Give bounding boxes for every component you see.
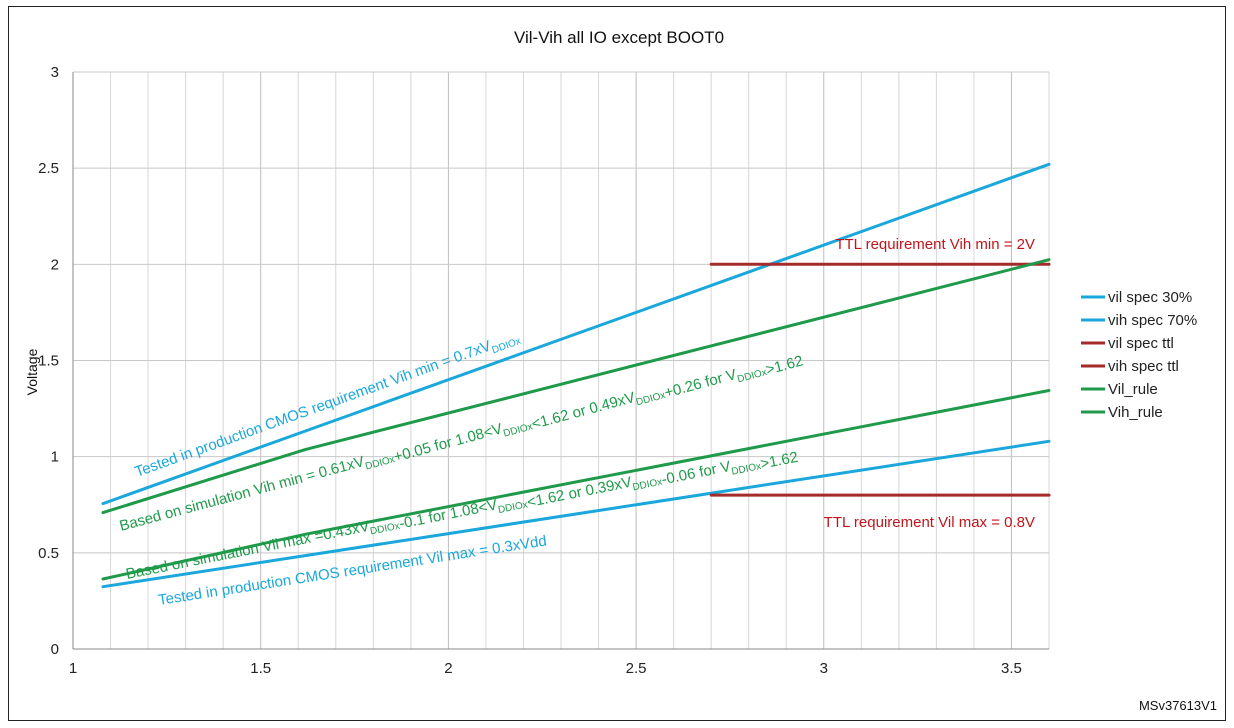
x-tick-label: 1.5 xyxy=(250,660,271,677)
legend-label: vil spec 30% xyxy=(1108,289,1192,306)
y-tick-label: 1 xyxy=(51,449,59,466)
legend-label: vih spec ttl xyxy=(1108,358,1179,375)
y-tick-label: 2 xyxy=(51,256,59,273)
x-tick-label: 3.5 xyxy=(1001,660,1022,677)
y-axis-label: Voltage xyxy=(24,348,40,395)
y-tick-label: 0.5 xyxy=(38,545,59,562)
series-line-vih-rule xyxy=(101,258,1051,515)
y-tick-label: 1.5 xyxy=(38,353,59,370)
annotation-ttl-vih: TTL requirement Vih min = 2V xyxy=(835,236,1035,253)
legend-label: Vih_rule xyxy=(1108,404,1163,421)
figure-id: MSv37613V1 xyxy=(1139,698,1217,713)
axes: 1 1.5 2 2.5 3 3.5 0 0.5 1 1.5 2 2.5 3 xyxy=(38,64,1049,677)
y-tick-label: 3 xyxy=(51,64,59,81)
legend-label: Vil_rule xyxy=(1108,381,1158,398)
annotation-ttl-vil: TTL requirement Vil max = 0.8V xyxy=(824,514,1035,531)
x-tick-label: 3 xyxy=(820,660,828,677)
chart-svg: Vil-Vih all IO except BOOT0 1 1.5 2 2.5 3 3.5… xyxy=(24,28,1217,713)
series-lines xyxy=(101,162,1051,589)
series-line-vil-spec-30- xyxy=(101,439,1051,589)
x-tick-label: 2.5 xyxy=(626,660,647,677)
grid xyxy=(72,71,1050,650)
series-line-vil-rule xyxy=(101,389,1051,581)
series-line-vih-spec-70- xyxy=(101,162,1051,506)
legend: vil spec 30% vih spec 70% vil spec ttl vih … xyxy=(1081,289,1197,421)
y-tick-label: 2.5 xyxy=(38,160,59,177)
annotation-cmos-vih: Tested in production CMOS requirement Vi… xyxy=(133,327,523,483)
x-tick-label: 1 xyxy=(69,660,77,677)
legend-label: vil spec ttl xyxy=(1108,335,1174,352)
y-tick-label: 0 xyxy=(51,641,59,658)
legend-label: vih spec 70% xyxy=(1108,312,1197,329)
x-tick-label: 2 xyxy=(444,660,452,677)
chart-frame: Vil-Vih all IO except BOOT0 1 1.5 2 2.5 3 3.5… xyxy=(8,6,1226,721)
chart-title: Vil-Vih all IO except BOOT0 xyxy=(514,28,724,47)
